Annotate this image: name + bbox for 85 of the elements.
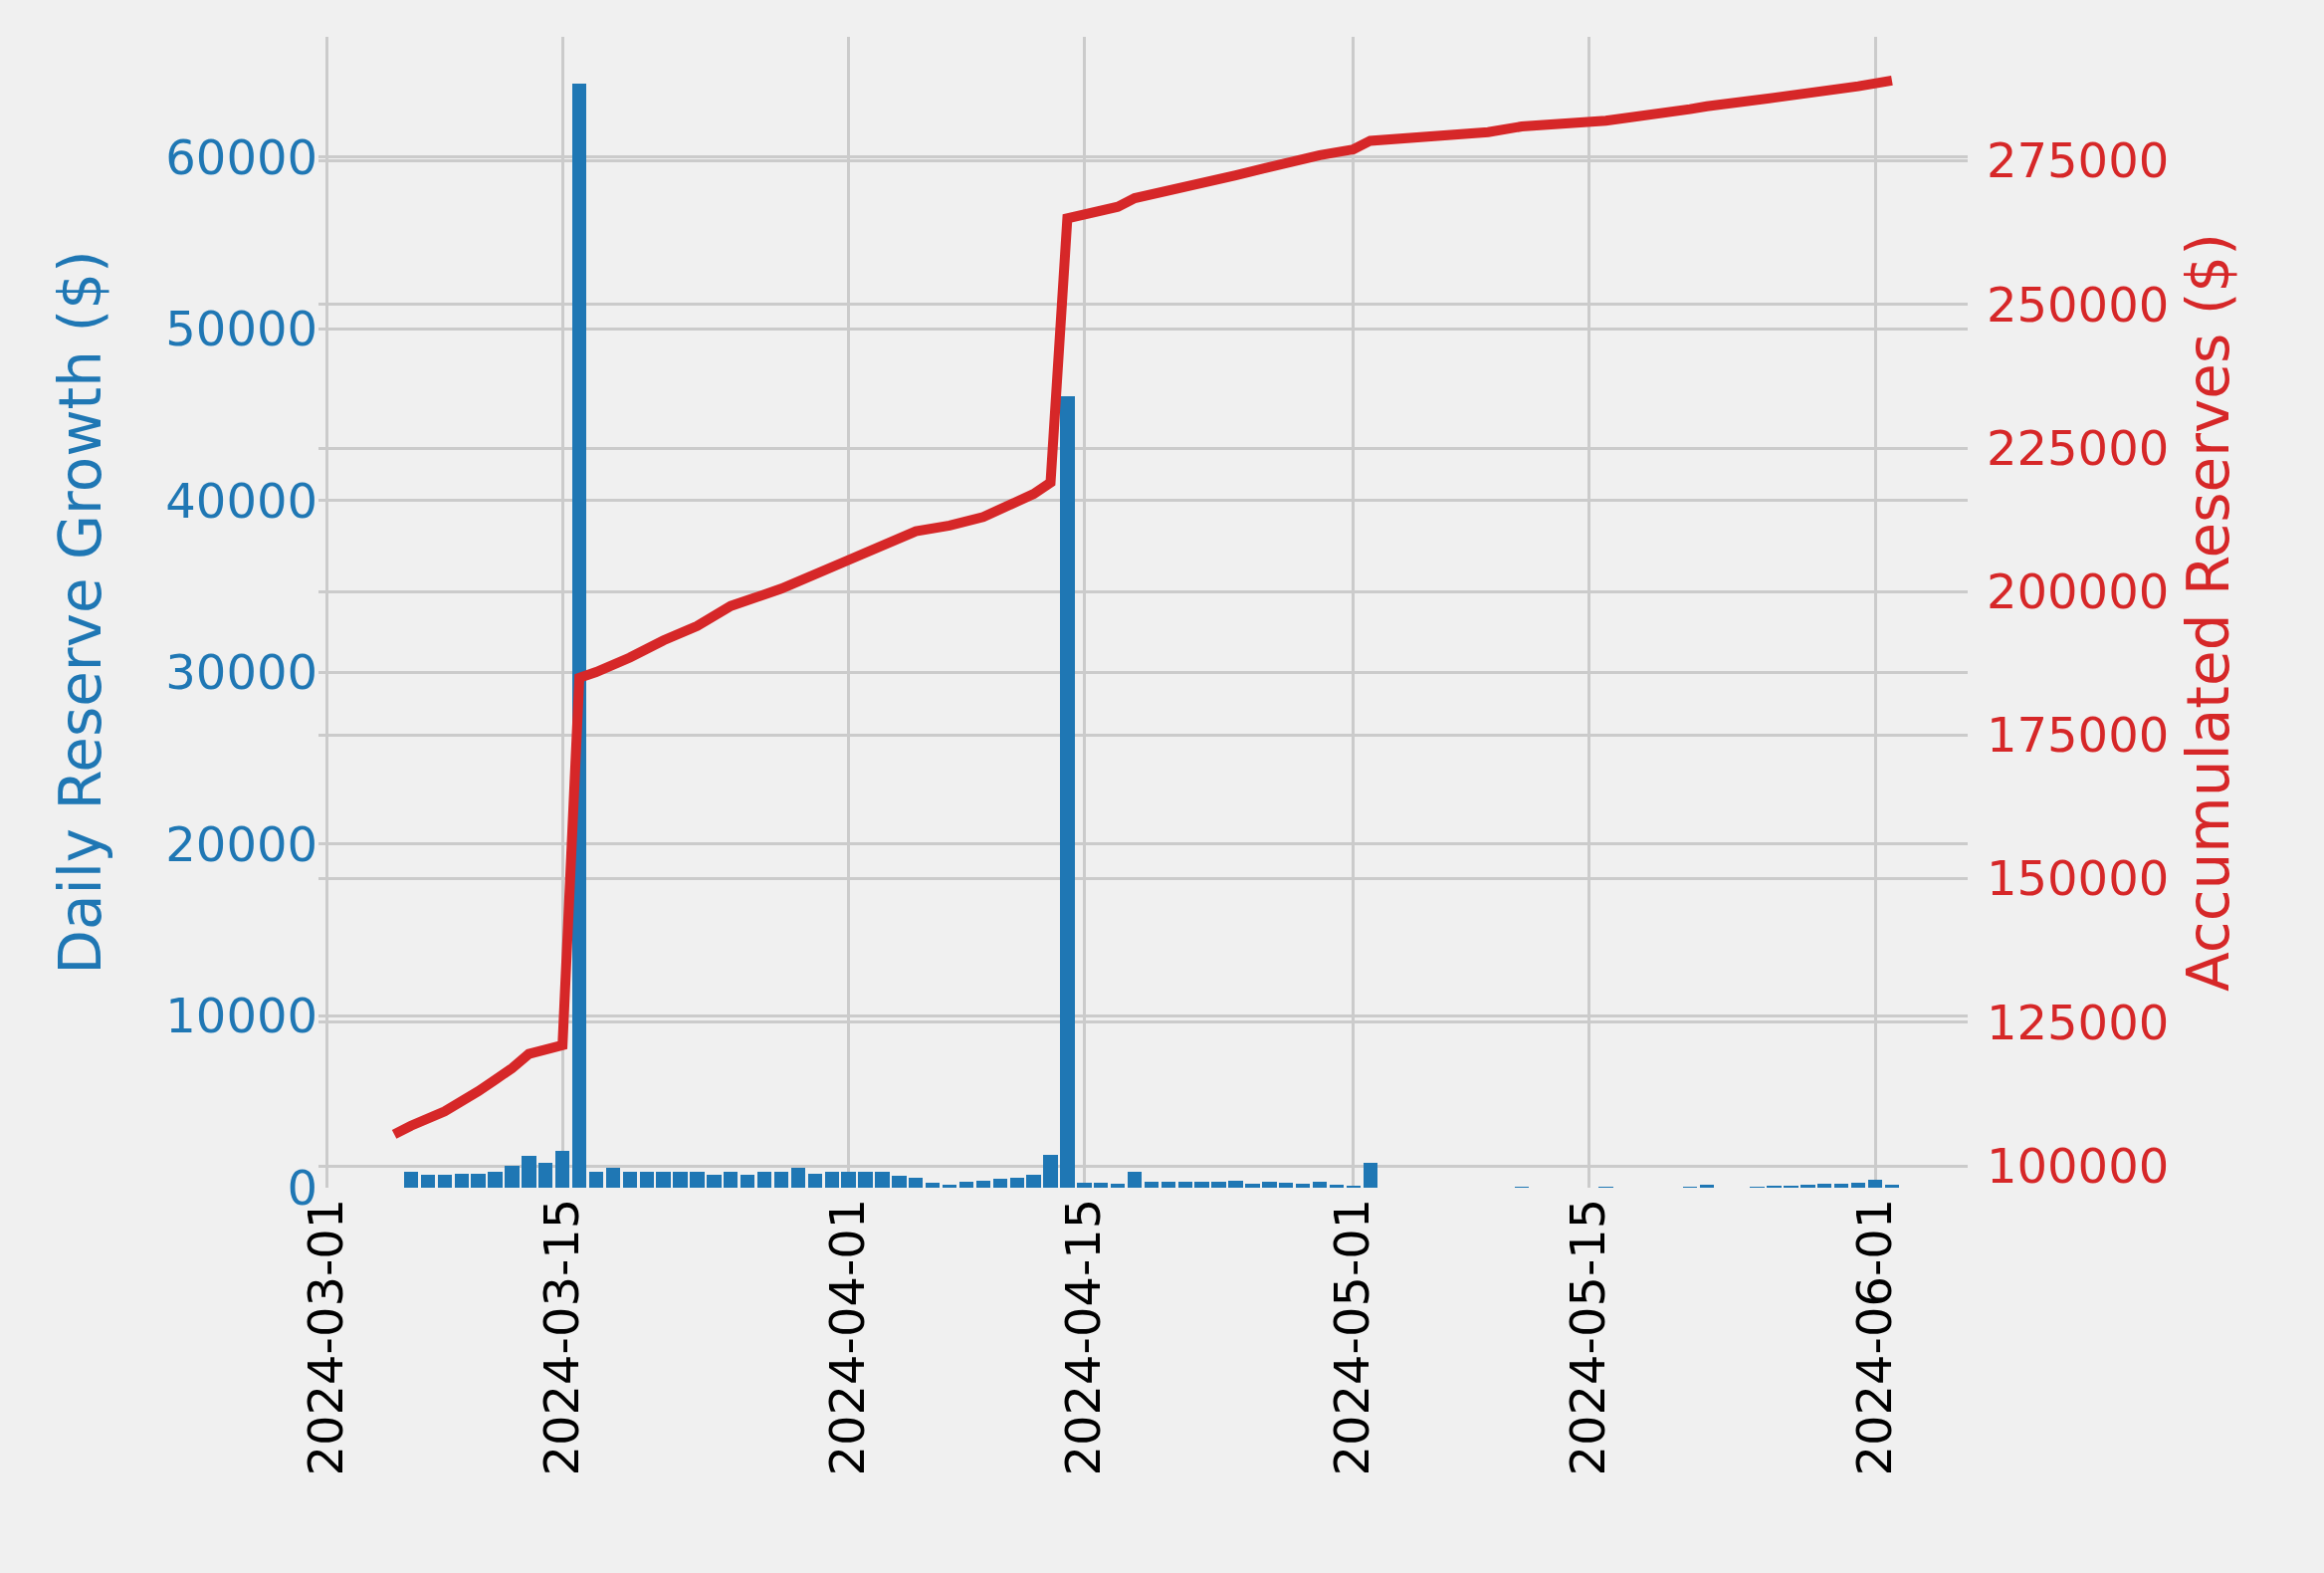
bar: [455, 1174, 469, 1188]
bar: [656, 1172, 671, 1188]
bar: [1800, 1185, 1815, 1188]
bar: [505, 1166, 520, 1188]
bar: [1043, 1155, 1058, 1188]
bar: [690, 1172, 705, 1188]
x-tick-label: 2024-03-15: [532, 1198, 589, 1476]
bar: [640, 1172, 654, 1188]
bar: [538, 1163, 552, 1188]
bar: [1296, 1184, 1310, 1188]
x-tick-label: 2024-05-15: [1560, 1198, 1616, 1476]
bar: [1194, 1182, 1209, 1188]
bar: [926, 1183, 940, 1188]
bar: [1700, 1185, 1714, 1188]
bar: [488, 1172, 503, 1188]
bar: [673, 1172, 688, 1188]
bar: [1111, 1184, 1125, 1188]
y-tick-label: 50000: [165, 301, 317, 357]
bar: [438, 1175, 452, 1188]
y2-tick-label: 275000: [1987, 132, 2170, 189]
bar: [808, 1174, 822, 1188]
y2-tick-label: 100000: [1987, 1137, 2170, 1194]
bar: [421, 1175, 435, 1188]
y-axis-title: Daily Reserve Growth ($): [47, 250, 115, 975]
bar: [1211, 1182, 1226, 1188]
bar: [1885, 1185, 1899, 1188]
bar: [1077, 1183, 1092, 1188]
y2-tick-label: 225000: [1987, 419, 2170, 476]
y-tick-label: 10000: [165, 988, 317, 1044]
bar: [841, 1172, 856, 1188]
y2-tick-label: 125000: [1987, 994, 2170, 1050]
bar: [724, 1172, 738, 1188]
bar: [1330, 1185, 1344, 1188]
bar: [1364, 1163, 1377, 1188]
bar: [1094, 1183, 1108, 1188]
y2-tick-label: 200000: [1987, 563, 2170, 620]
bar: [555, 1151, 569, 1188]
bar: [404, 1172, 418, 1188]
bar: [1851, 1183, 1865, 1188]
bar: [959, 1182, 973, 1188]
bar: [858, 1172, 873, 1188]
bar: [606, 1168, 620, 1188]
bar: [1245, 1184, 1260, 1188]
y-tick-label: 40000: [165, 472, 317, 529]
bar: [943, 1185, 956, 1188]
bar: [976, 1181, 990, 1188]
bar: [1162, 1182, 1175, 1188]
bar: [875, 1172, 890, 1188]
x-tick-label: 2024-05-01: [1324, 1198, 1380, 1476]
y2-axis-title: Accumulated Reserves ($): [2175, 233, 2243, 992]
bar: [707, 1175, 722, 1188]
x-tick-label: 2024-04-15: [1054, 1198, 1111, 1476]
bar: [825, 1172, 839, 1188]
y-tick-label: 20000: [165, 815, 317, 872]
bar: [1026, 1175, 1041, 1188]
y2-tick-label: 250000: [1987, 276, 2170, 333]
bar: [791, 1168, 805, 1188]
bar: [589, 1172, 603, 1188]
bar: [909, 1178, 923, 1188]
bar: [993, 1179, 1007, 1188]
bar: [1817, 1184, 1831, 1188]
bar: [1834, 1184, 1848, 1188]
bar: [740, 1175, 754, 1188]
bar: [522, 1156, 536, 1188]
bar: [1262, 1182, 1277, 1188]
bar: [1178, 1182, 1192, 1188]
y-tick-label: 30000: [165, 644, 317, 701]
x-tick-label: 2024-04-01: [819, 1198, 876, 1476]
bar: [757, 1172, 771, 1188]
bar: [1228, 1181, 1243, 1188]
bar: [1060, 396, 1075, 1188]
bar: [1868, 1180, 1882, 1188]
bar: [1279, 1183, 1293, 1188]
bar: [892, 1176, 907, 1188]
x-tick-label: 2024-06-01: [1845, 1198, 1902, 1476]
bar: [1010, 1178, 1024, 1188]
y2-tick-label: 175000: [1987, 707, 2170, 764]
y2-tick-label: 150000: [1987, 850, 2170, 907]
bar: [1313, 1182, 1327, 1188]
bar: [1145, 1182, 1159, 1188]
bar: [471, 1174, 486, 1188]
y-tick-label: 60000: [165, 128, 317, 185]
bar: [623, 1172, 637, 1188]
bar: [774, 1172, 788, 1188]
bar: [1128, 1172, 1142, 1188]
